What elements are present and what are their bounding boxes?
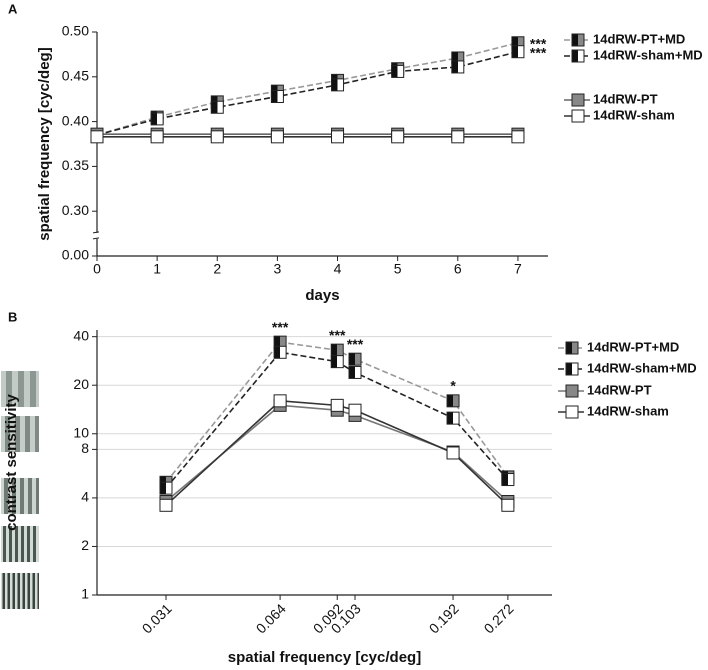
x-tick-label: 0	[93, 261, 101, 277]
y-tick-label: 4	[81, 489, 89, 505]
axis-break	[92, 231, 100, 234]
y-tick-label: 20	[73, 376, 89, 392]
data-point	[273, 394, 287, 408]
legend-label: 14dRW-sham	[587, 403, 669, 418]
series-line	[165, 341, 509, 483]
y-tick-label: 0.00	[62, 247, 89, 263]
x-tick-label: 0.272	[481, 600, 517, 636]
y-tick-label: 1	[81, 586, 89, 602]
series-line	[165, 351, 509, 489]
grating	[1, 371, 39, 407]
data-point	[348, 403, 362, 417]
series-line	[96, 50, 519, 136]
data-point	[270, 130, 284, 144]
data-point	[210, 130, 224, 144]
y-tick-label: 0.35	[62, 157, 89, 173]
significance: ***	[272, 319, 289, 335]
data-point	[451, 130, 465, 144]
data-point	[446, 411, 460, 425]
legend-marker	[565, 384, 579, 398]
legend-label: 14dRW-sham+MD	[587, 360, 697, 375]
series-line	[165, 404, 509, 503]
x-tick-label: 7	[514, 261, 522, 277]
axis-break	[93, 232, 101, 239]
data-point	[159, 481, 173, 495]
y-axis-label: contrast sensitivity	[3, 393, 20, 530]
data-point	[446, 446, 460, 460]
data-point	[511, 45, 525, 59]
legend-label: 14dRW-sham+MD	[593, 47, 703, 62]
data-point	[348, 352, 362, 366]
x-tick-label: 4	[334, 261, 342, 277]
significance: ***	[329, 327, 346, 343]
legend-label: 14dRW-PT	[593, 91, 658, 106]
data-point	[446, 394, 460, 408]
grating-stimuli	[1, 371, 39, 609]
legend-label: 14dRW-PT+MD	[587, 339, 679, 354]
series-line	[165, 400, 509, 506]
data-point	[391, 130, 405, 144]
y-tick-label: 2	[81, 537, 89, 553]
data-point	[501, 473, 515, 487]
y-axis-label: spatial frequency [cyc/deg]	[36, 47, 53, 240]
legend-marker	[565, 341, 579, 355]
panel-label: A	[8, 1, 18, 16]
x-tick-label: 0.064	[253, 600, 289, 636]
legend-marker	[571, 109, 585, 123]
data-point	[270, 90, 284, 104]
significance: ***	[347, 336, 364, 352]
x-axis-label: days	[305, 287, 339, 304]
data-point	[330, 343, 344, 357]
y-tick-label: 0.30	[62, 202, 89, 218]
y-tick-label: 10	[73, 424, 89, 440]
data-point	[501, 498, 515, 512]
data-point	[150, 112, 164, 126]
y-tick-label: 0.45	[62, 68, 89, 84]
legend-marker	[571, 93, 585, 107]
data-point	[348, 365, 362, 379]
data-point	[330, 398, 344, 412]
significance: *	[450, 378, 456, 394]
grating	[1, 478, 39, 514]
x-tick-label: 3	[274, 261, 282, 277]
legend-marker	[565, 362, 579, 376]
data-point	[150, 130, 164, 144]
data-point	[331, 130, 345, 144]
significance: ***	[530, 44, 547, 60]
legend-marker	[571, 49, 585, 63]
x-tick-label: 0.031	[139, 600, 175, 636]
x-axis-label: spatial frequency [cyc/deg]	[228, 649, 421, 666]
legend-label: 14dRW-PT+MD	[593, 31, 685, 46]
data-point	[159, 498, 173, 512]
grating	[1, 573, 39, 609]
data-point	[90, 130, 104, 144]
series-line	[96, 41, 519, 136]
x-tick-label: 0.192	[426, 600, 462, 636]
data-point	[391, 64, 405, 78]
legend-label: 14dRW-PT	[587, 382, 652, 397]
x-tick-label: 2	[213, 261, 221, 277]
x-tick-label: 6	[454, 261, 462, 277]
data-point	[210, 100, 224, 114]
y-tick-label: 8	[81, 440, 89, 456]
y-tick-label: 0.50	[62, 23, 89, 39]
grating	[1, 416, 39, 452]
y-tick-label: 40	[73, 327, 89, 343]
legend-marker	[565, 405, 579, 419]
panel-label: B	[8, 309, 17, 324]
legend-label: 14dRW-sham	[593, 107, 675, 122]
y-tick-label: 0.40	[62, 112, 89, 128]
data-point	[331, 78, 345, 92]
x-tick-label: 5	[394, 261, 402, 277]
data-point	[330, 355, 344, 369]
x-tick-label: 1	[153, 261, 161, 277]
grating	[1, 526, 39, 562]
data-point	[511, 130, 525, 144]
data-point	[273, 345, 287, 359]
data-point	[451, 60, 465, 74]
significance: ***	[530, 35, 547, 51]
legend-marker	[571, 33, 585, 47]
axis-break	[92, 237, 100, 240]
